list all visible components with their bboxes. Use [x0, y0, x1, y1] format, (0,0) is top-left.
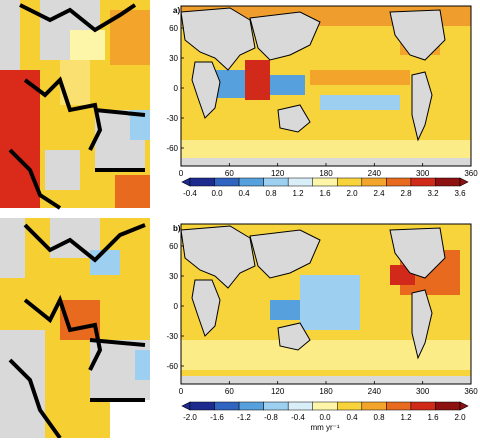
colorbar-segment [214, 401, 240, 411]
colorbar-tick-label: -1.2 [237, 413, 251, 422]
colorbar-tick-label: 2.0 [346, 189, 358, 198]
colorbar-tick-label: 1.2 [400, 413, 412, 422]
colorbar-tick-label: 1.2 [292, 189, 304, 198]
colorbar-tick-label: 0.4 [238, 189, 250, 198]
colorbar-tick-label: 1.6 [427, 413, 439, 422]
colorbar-tick-label: 0.8 [373, 413, 385, 422]
colorbar-tick-label: 3.6 [454, 189, 466, 198]
lon-tick-label: 360 [464, 387, 478, 396]
lat-tick-label: 30 [169, 272, 178, 281]
colorbar-segment [312, 177, 338, 187]
lat-tick-label: 0 [174, 302, 179, 311]
map-panel-a [180, 5, 472, 167]
colorbar-segment [410, 401, 436, 411]
lon-tick-label: 0 [179, 169, 184, 178]
lon-tick-label: 300 [416, 387, 430, 396]
panel-label: a) [173, 6, 180, 15]
colorbar-tick-label: 1.6 [319, 189, 331, 198]
colorbar-tick-label: 3.2 [427, 189, 439, 198]
inset-map-top [0, 0, 150, 210]
inset-map-bottom [0, 218, 150, 440]
lat-tick-label: 30 [169, 54, 178, 63]
lon-tick-label: 300 [416, 169, 430, 178]
colorbar-segment [189, 177, 215, 187]
lat-tick-label: -60 [166, 144, 178, 153]
lon-tick-label: 240 [368, 169, 382, 178]
colorbar-tick-label: -0.4 [183, 189, 197, 198]
colorbar-tick-label: 2.0 [454, 413, 466, 422]
lat-tick-label: 60 [169, 242, 178, 251]
lat-tick-label: -60 [166, 362, 178, 371]
colorbar-segment [263, 401, 289, 411]
lon-tick-label: 120 [271, 169, 285, 178]
colorbar-segment [386, 177, 412, 187]
colorbar-tick-label: 2.8 [400, 189, 412, 198]
colorbar-unit: mm yr⁻¹ [310, 423, 339, 432]
colorbar-tick-label: -2.0 [183, 413, 197, 422]
colorbar-segment [189, 401, 215, 411]
colorbar-arrow-right [459, 177, 469, 187]
lon-tick-label: 240 [368, 387, 382, 396]
lat-tick-label: -30 [166, 332, 178, 341]
colorbar-tick-label: -1.6 [210, 413, 224, 422]
lon-tick-label: 0 [179, 387, 184, 396]
colorbar-arrow-left [181, 401, 191, 411]
map-panel-b [180, 223, 472, 385]
panel-label: b) [173, 224, 181, 233]
colorbar-segment [214, 177, 240, 187]
colorbar-tick-label: -0.8 [264, 413, 278, 422]
lon-tick-label: 360 [464, 169, 478, 178]
lat-tick-label: 0 [174, 84, 179, 93]
colorbar-arrow-left [181, 177, 191, 187]
colorbar-arrow-right [459, 401, 469, 411]
colorbar-segment [361, 177, 387, 187]
colorbar-segment [263, 177, 289, 187]
colorbar-tick-label: 0.0 [319, 413, 331, 422]
colorbar-segment [238, 177, 264, 187]
colorbar-tick-label: -0.4 [291, 413, 305, 422]
colorbar-segment [337, 177, 363, 187]
colorbar-segment [312, 401, 338, 411]
colorbar-segment [337, 401, 363, 411]
colorbar-segment [435, 177, 461, 187]
colorbar-tick-label: 0.8 [265, 189, 277, 198]
colorbar-segment [287, 177, 313, 187]
colorbar-tick-label: 0.4 [346, 413, 358, 422]
colorbar-segment [435, 401, 461, 411]
lon-tick-label: 60 [225, 387, 234, 396]
colorbar-segment [361, 401, 387, 411]
lon-tick-label: 60 [225, 169, 234, 178]
lat-tick-label: 60 [169, 24, 178, 33]
colorbar-segment [238, 401, 264, 411]
lat-tick-label: -30 [166, 114, 178, 123]
lon-tick-label: 120 [271, 387, 285, 396]
colorbar-segment [287, 401, 313, 411]
colorbar-segment [386, 401, 412, 411]
lon-tick-label: 180 [319, 387, 333, 396]
colorbar-tick-label: 2.4 [373, 189, 385, 198]
lon-tick-label: 180 [319, 169, 333, 178]
colorbar-segment [410, 177, 436, 187]
colorbar-tick-label: 0.0 [211, 189, 223, 198]
